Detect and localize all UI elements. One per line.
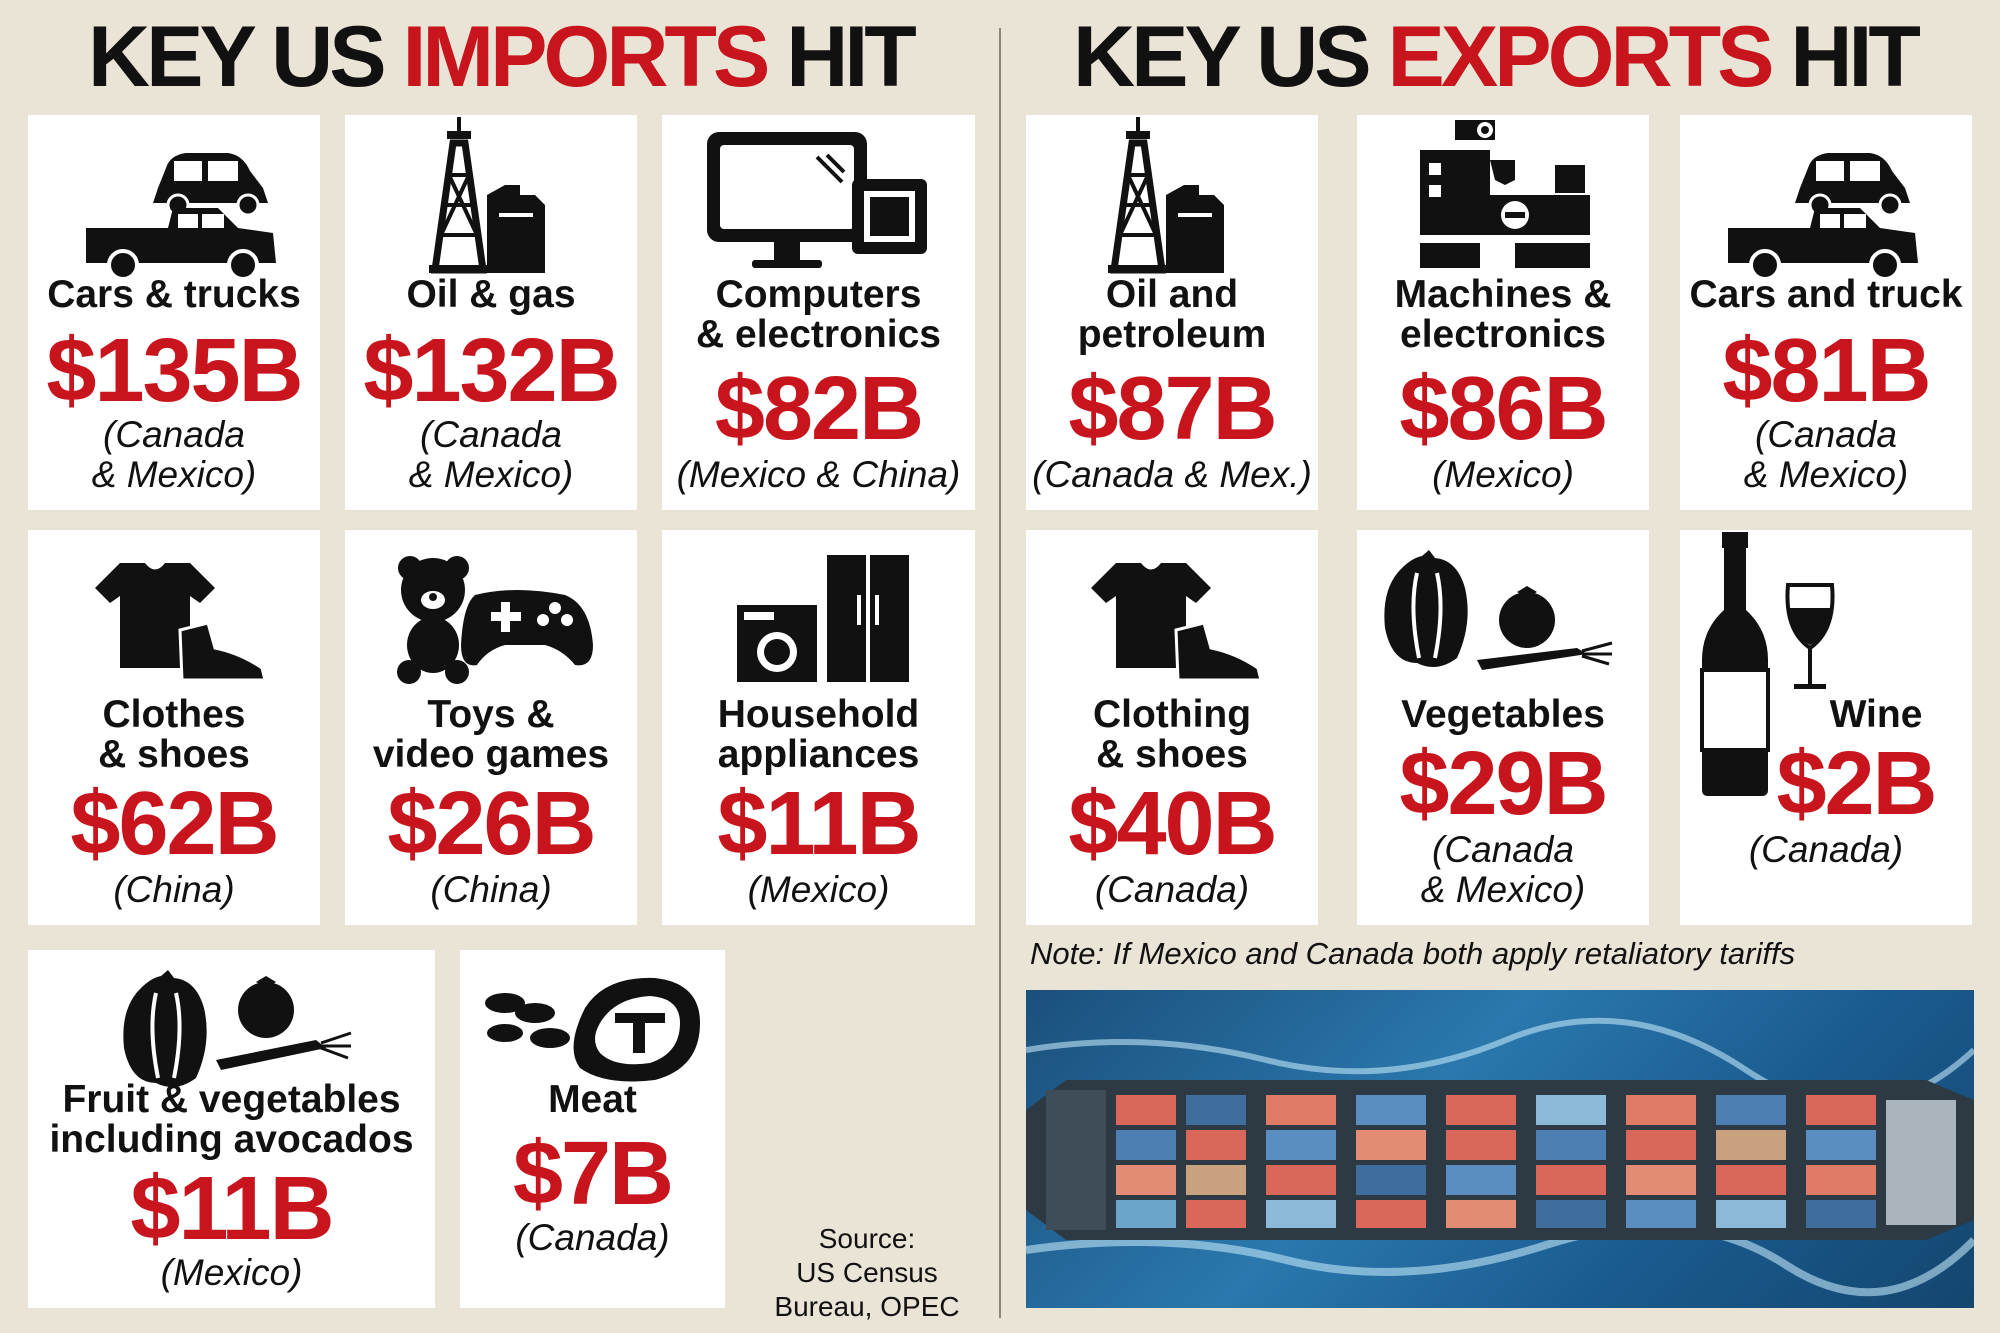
import-label: Toys & video games [372,693,610,776]
import-label: Fruit & vegetables including avocados [49,1078,414,1161]
export-countries: (Canada & Mexico) [1420,829,1586,910]
import-countries: (China) [430,869,552,910]
export-countries: (Mexico) [1432,454,1574,495]
export-card-machines: Machines & electronics $86B (Mexico) [1357,115,1649,510]
export-value: $29B [1399,734,1608,834]
container-ship-image [1026,1017,1974,1297]
import-label: Household appliances [717,693,920,776]
imports-highlight: IMPORTS [402,9,771,105]
export-value: $2B [1776,734,1937,834]
export-value: $81B [1722,321,1931,421]
import-card-clothes: Clothes & shoes $62B (China) [28,530,320,925]
export-card-cars: Cars and truck $81B (Canada & Mexico) [1680,115,1972,510]
vegetables-icon [123,970,352,1087]
export-value: $86B [1399,359,1608,459]
export-card-vegetables: Vegetables $29B (Canada & Mexico) [1357,530,1649,925]
export-label: Cars and truck [1689,273,1963,316]
import-value: $11B [717,774,921,874]
import-card-appliances: Household appliances $11B (Mexico) [662,530,975,925]
import-card-computers: Computers & electronics $82B (Mexico & C… [662,115,975,510]
tshirt-shoe-icon [1091,563,1263,682]
oil-derrick-icon [429,117,545,274]
vegetables-icon [1384,550,1613,670]
export-label: Clothing & shoes [1092,693,1252,776]
import-countries: (Canada & Mexico) [408,414,574,495]
export-card-wine: Wine $2B (Canada) [1680,530,1972,925]
export-card-clothing: Clothing & shoes $40B (Canada) [1026,530,1318,925]
import-countries: (Canada & Mexico) [91,414,257,495]
exports-highlight: EXPORTS [1387,9,1775,105]
oil-derrick-icon [1108,117,1224,274]
export-label: Wine [1829,693,1923,736]
import-value: $82B [714,359,924,459]
source-note: Source: US Census Bureau, OPEC [774,1223,960,1322]
import-countries: (China) [113,869,235,910]
export-countries: (Canada & Mexico) [1743,414,1909,495]
export-value: $40B [1068,774,1277,874]
import-value: $11B [130,1159,334,1259]
import-card-cars-trucks: Cars & trucks $135B (Canada & Mexico) [28,115,320,510]
import-label: Oil & gas [406,273,576,316]
import-card-oil-gas: Oil & gas $132B (Canada & Mexico) [345,115,637,510]
column-divider [999,28,1001,1318]
export-countries: (Canada) [1748,829,1904,870]
appliances-icon [737,555,909,682]
wine-icon [1700,532,1835,796]
import-label: Clothes & shoes [98,693,250,776]
car-truck-icon [86,153,276,281]
import-label: Cars & trucks [47,273,301,316]
import-card-meat: Meat $7B (Canada) [460,950,725,1308]
export-label: Oil and petroleum [1077,273,1267,356]
import-value: $135B [46,321,303,421]
container-ship-photo [1026,990,1974,1308]
import-card-toys: Toys & video games $26B (China) [345,530,637,925]
import-countries: (Canada) [515,1217,670,1258]
imports-header: KEY US IMPORTS HIT [88,9,917,105]
import-countries: (Mexico) [747,869,890,910]
meat-icon [485,977,700,1082]
import-value: $26B [387,774,596,874]
import-label: Meat [548,1078,637,1121]
car-truck-icon [1728,153,1918,281]
teddy-gamepad-icon [397,556,593,684]
export-countries: (Canada) [1094,869,1250,910]
export-countries: (Canada & Mex.) [1032,454,1312,495]
tariff-note: Note: If Mexico and Canada both apply re… [1030,936,1796,971]
machine-icon [1420,120,1590,268]
import-countries: (Mexico) [160,1252,303,1293]
import-value: $62B [70,774,279,874]
computer-icon [707,132,927,268]
import-value: $132B [363,321,620,421]
exports-header: KEY US EXPORTS HIT [1073,9,1921,105]
tshirt-shoe-icon [95,563,267,682]
export-value: $87B [1068,359,1277,459]
export-label: Vegetables [1401,693,1605,736]
import-value: $7B [512,1124,674,1224]
export-card-oil: Oil and petroleum $87B (Canada & Mex.) [1026,115,1318,510]
import-card-fruit-veg: Fruit & vegetables including avocados $1… [28,950,435,1308]
export-label: Machines & electronics [1394,273,1612,356]
import-countries: (Mexico & China) [676,454,961,495]
import-label: Computers & electronics [696,273,941,356]
